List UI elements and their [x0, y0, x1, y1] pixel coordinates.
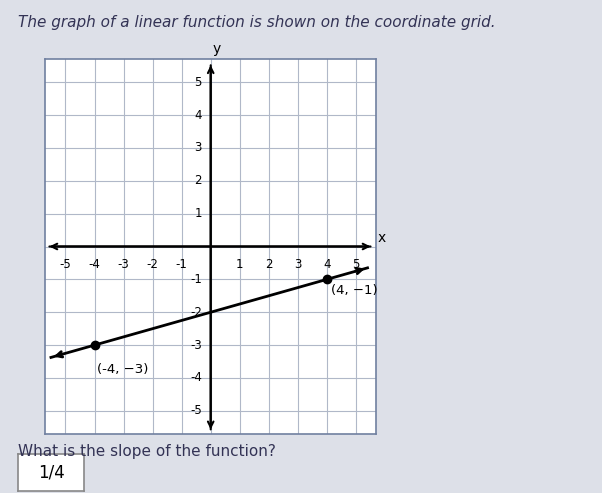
Text: 3: 3 — [194, 141, 202, 154]
Text: 2: 2 — [194, 174, 202, 187]
Text: -5: -5 — [190, 404, 202, 418]
Text: (4, −1): (4, −1) — [331, 284, 378, 297]
Text: -5: -5 — [60, 258, 72, 271]
Text: 4: 4 — [194, 108, 202, 122]
Text: x: x — [377, 231, 386, 246]
Text: 5: 5 — [352, 258, 359, 271]
Text: -2: -2 — [190, 306, 202, 319]
Text: -1: -1 — [190, 273, 202, 286]
Text: 1: 1 — [236, 258, 243, 271]
Text: What is the slope of the function?: What is the slope of the function? — [18, 444, 276, 458]
Text: 2: 2 — [265, 258, 273, 271]
Text: -1: -1 — [176, 258, 188, 271]
Text: 1/4: 1/4 — [38, 463, 64, 481]
Text: -3: -3 — [118, 258, 129, 271]
Text: The graph of a linear function is shown on the coordinate grid.: The graph of a linear function is shown … — [18, 15, 495, 30]
Text: -3: -3 — [190, 339, 202, 352]
Text: y: y — [213, 42, 221, 56]
Text: 1: 1 — [194, 207, 202, 220]
Text: 4: 4 — [323, 258, 330, 271]
Text: -4: -4 — [88, 258, 101, 271]
Text: -4: -4 — [190, 371, 202, 385]
Text: 3: 3 — [294, 258, 302, 271]
Text: -2: -2 — [147, 258, 158, 271]
Text: 5: 5 — [194, 75, 202, 89]
Text: (-4, −3): (-4, −3) — [98, 363, 149, 376]
